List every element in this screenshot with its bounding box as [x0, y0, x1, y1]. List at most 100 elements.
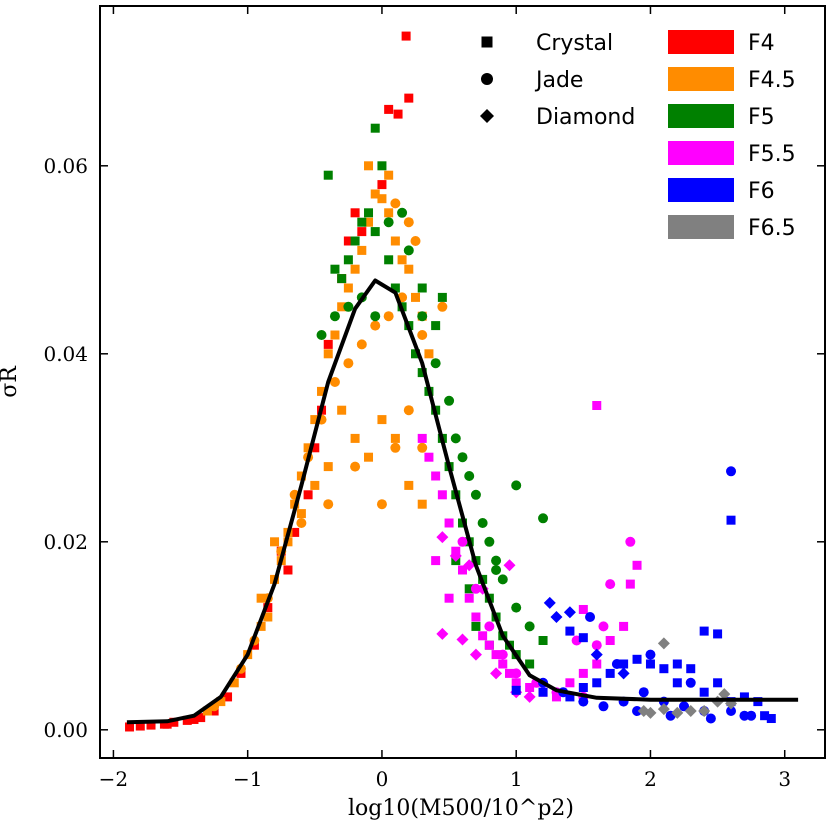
fit-curve-layer	[126, 278, 799, 725]
x-tick-label: 1	[510, 767, 523, 791]
data-point	[766, 714, 776, 724]
data-point	[498, 659, 508, 669]
data-point	[229, 678, 239, 688]
legend-marker-diamond	[480, 109, 494, 123]
data-point	[523, 690, 536, 703]
data-point	[383, 311, 394, 322]
data-point	[685, 677, 696, 688]
data-point	[625, 579, 635, 589]
y-tick-label: 0.04	[43, 342, 88, 366]
data-point	[316, 330, 327, 340]
data-point	[726, 466, 737, 477]
data-point	[578, 604, 588, 614]
data-point	[590, 648, 603, 661]
data-point	[357, 217, 367, 227]
data-point	[364, 217, 374, 227]
data-point	[598, 621, 609, 632]
data-point	[431, 321, 441, 331]
data-point	[484, 621, 495, 632]
data-point	[543, 596, 556, 609]
data-point	[370, 311, 381, 322]
data-point	[471, 621, 481, 631]
legend-label: F6.5	[748, 216, 796, 241]
data-point	[605, 579, 616, 590]
data-point	[713, 629, 723, 639]
data-point	[497, 649, 508, 660]
data-point	[290, 527, 300, 537]
data-point	[411, 349, 421, 359]
data-point	[503, 559, 516, 572]
data-point	[457, 452, 468, 463]
data-point	[511, 602, 522, 613]
data-point	[718, 688, 731, 701]
data-point	[343, 301, 354, 312]
data-point	[625, 536, 636, 547]
data-point	[390, 198, 401, 209]
data-point	[329, 311, 340, 322]
data-point	[464, 584, 474, 594]
data-point	[632, 654, 642, 664]
data-point	[256, 593, 266, 603]
data-point	[135, 721, 145, 731]
data-point	[684, 705, 697, 717]
legend-swatch	[668, 67, 734, 91]
data-point	[585, 612, 596, 622]
data-point	[337, 302, 347, 312]
data-point	[424, 349, 434, 359]
data-point	[449, 549, 462, 562]
data-point	[411, 292, 421, 302]
x-tick-label: 0	[376, 767, 389, 791]
data-point	[397, 255, 407, 265]
data-point	[303, 443, 313, 453]
legend-marker-circle	[481, 73, 493, 85]
data-point	[263, 612, 273, 622]
data-point	[726, 706, 737, 716]
data-point	[283, 565, 293, 575]
data-point	[679, 701, 690, 712]
data-point	[417, 330, 428, 340]
data-point	[330, 330, 340, 340]
data-point	[403, 245, 414, 256]
data-point	[471, 612, 481, 622]
legend-label: F4.5	[748, 68, 796, 93]
data-point	[296, 509, 306, 519]
data-point	[458, 565, 467, 575]
data-point	[437, 490, 447, 500]
data-point	[390, 433, 400, 443]
data-point	[350, 208, 360, 218]
data-point	[470, 489, 481, 500]
data-point	[592, 678, 602, 688]
legend-label: F5.5	[748, 142, 796, 167]
legend-label: F5	[748, 105, 775, 130]
data-point	[310, 415, 320, 425]
data-point	[337, 405, 347, 415]
data-point	[350, 461, 361, 472]
data-point	[605, 668, 615, 678]
plot-area	[125, 31, 776, 732]
data-point	[565, 626, 575, 636]
data-point	[525, 683, 535, 692]
data-point	[430, 358, 441, 369]
data-point	[444, 395, 455, 406]
data-point	[511, 685, 521, 695]
data-point	[699, 687, 709, 697]
data-point	[578, 696, 589, 707]
legend-swatch	[668, 141, 734, 165]
data-point	[525, 659, 535, 669]
plot-frame	[99, 5, 826, 759]
data-point	[538, 687, 548, 697]
data-point	[464, 593, 474, 603]
legend-label: Jade	[534, 68, 583, 93]
data-point	[469, 648, 482, 661]
data-point	[384, 170, 394, 180]
data-point	[437, 301, 448, 312]
data-point	[672, 659, 682, 669]
x-tick-label: −2	[99, 767, 128, 791]
data-point	[657, 637, 670, 650]
data-point	[357, 227, 367, 237]
data-point	[464, 471, 475, 481]
data-point	[343, 255, 353, 265]
data-point	[437, 292, 447, 302]
legend-label: Diamond	[536, 105, 635, 130]
legend-label: F6	[748, 179, 775, 204]
